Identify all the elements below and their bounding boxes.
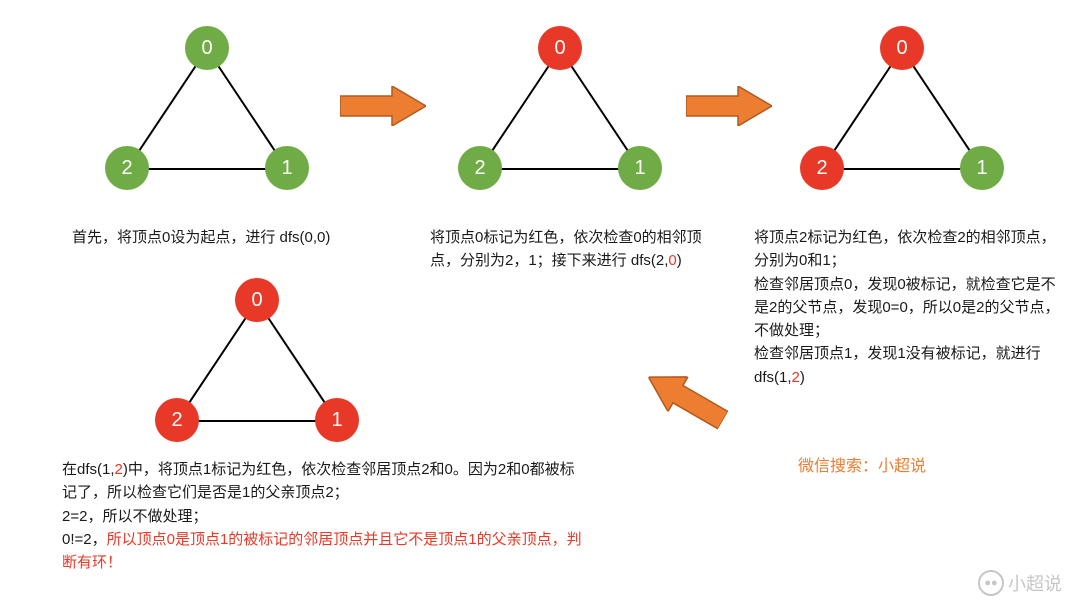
graph-g3: 0 2 1: [800, 26, 1004, 190]
graph-g2: 0 2 1: [458, 26, 662, 190]
graph-node-2: 2: [800, 146, 844, 190]
graph-node-2: 2: [458, 146, 502, 190]
flow-arrow: [340, 86, 426, 131]
caption-c1: 首先，将顶点0设为起点，进行 dfs(0,0): [72, 226, 412, 249]
watermark-text: 小超说: [1008, 570, 1062, 596]
flow-arrow: [686, 86, 772, 131]
caption-c3: 将顶点2标记为红色，依次检查2的相邻顶点，分别为0和1；检查邻居顶点0，发现0被…: [754, 226, 1066, 389]
graph-node-0: 0: [185, 26, 229, 70]
caption-c4: 在dfs(1,2)中，将顶点1标记为红色，依次检查邻居顶点2和0。因为2和0都被…: [62, 458, 582, 574]
graph-node-2: 2: [105, 146, 149, 190]
graph-edge: [822, 168, 982, 170]
graph-edge: [480, 168, 640, 170]
graph-node-0: 0: [538, 26, 582, 70]
graph-node-0: 0: [880, 26, 924, 70]
graph-node-1: 1: [315, 398, 359, 442]
graph-g4: 0 2 1: [155, 278, 359, 442]
graph-edge: [177, 420, 337, 422]
caption-c2: 将顶点0标记为红色，依次检查0的相邻顶点，分别为2，1；接下来进行 dfs(2,…: [430, 226, 730, 273]
promo-text: 微信搜索：小超说: [798, 452, 926, 476]
wechat-icon: ●●: [978, 570, 1004, 596]
graph-node-1: 1: [265, 146, 309, 190]
graph-edge: [127, 168, 287, 170]
graph-node-2: 2: [155, 398, 199, 442]
watermark: ●●小超说: [978, 570, 1062, 596]
graph-node-1: 1: [618, 146, 662, 190]
graph-node-1: 1: [960, 146, 1004, 190]
graph-node-0: 0: [235, 278, 279, 322]
flow-arrow: [639, 356, 736, 438]
graph-g1: 0 2 1: [105, 26, 309, 190]
